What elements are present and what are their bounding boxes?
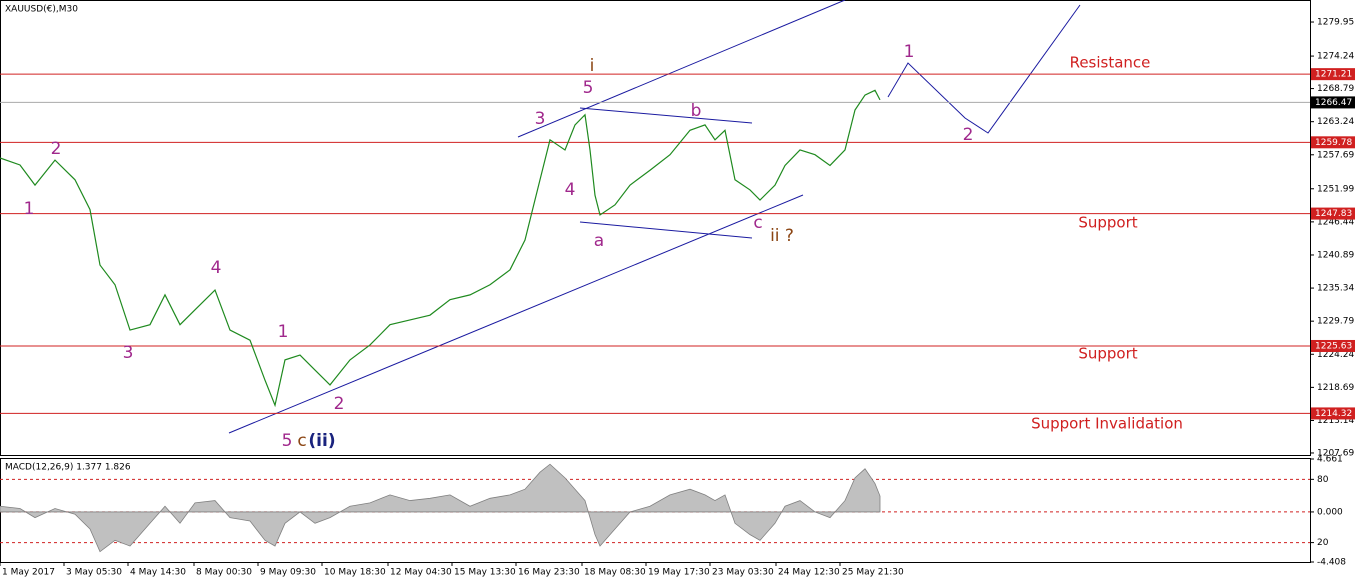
- price-line: [0, 89, 881, 408]
- annotation: 1: [278, 322, 289, 342]
- y-tick-label: -4.408: [1317, 558, 1346, 568]
- level-tag: [1311, 207, 1355, 220]
- x-tick-label: 24 May 12:30: [778, 568, 840, 578]
- annotation: Support Invalidation: [1031, 415, 1183, 433]
- chart-title: XAUUSD(€),M30: [5, 5, 78, 15]
- y-tick-label: 20: [1317, 538, 1329, 548]
- annotation: i: [590, 56, 595, 76]
- y-tick-label: 0.000: [1317, 507, 1343, 517]
- annotation: a: [594, 231, 604, 251]
- annotation: 5: [282, 431, 293, 451]
- level-tag: [1311, 407, 1355, 420]
- x-tick-label: 25 May 21:30: [842, 568, 904, 578]
- y-tick-label: 1279.95: [1317, 18, 1354, 28]
- level-tag: [1311, 136, 1355, 149]
- y-tick-label: 1240.89: [1317, 250, 1354, 260]
- annotation: 2: [963, 125, 974, 145]
- annotation: 4: [565, 180, 576, 200]
- y-tick-label: 1251.99: [1317, 184, 1354, 194]
- x-tick-label: 23 May 03:30: [712, 568, 774, 578]
- y-tick-label: 1224.24: [1317, 350, 1354, 360]
- projection: [887, 4, 1081, 134]
- level-label: 1225.63: [1315, 341, 1352, 351]
- annotation: 2: [51, 139, 62, 159]
- flag-top: [579, 107, 753, 124]
- x-tick-label: 9 May 09:30: [260, 568, 316, 578]
- annotation: Resistance: [1070, 54, 1151, 72]
- y-tick-label: 1246.44: [1317, 217, 1354, 227]
- macd-title: MACD(12,26,9) 1.377 1.826: [5, 463, 131, 473]
- y-tick-label: 1235.34: [1317, 284, 1354, 294]
- y-tick-label: 1257.69: [1317, 150, 1354, 160]
- channel-bottom: [228, 194, 804, 434]
- y-tick-label: 80: [1317, 475, 1329, 485]
- y-tick-label: 1274.24: [1317, 52, 1354, 62]
- x-tick-label: 16 May 23:30: [518, 568, 580, 578]
- y-tick-label: 1218.69: [1317, 383, 1354, 393]
- y-tick-label: 1229.79: [1317, 317, 1354, 327]
- x-tick-label: 19 May 17:30: [648, 568, 710, 578]
- annotation: b: [691, 101, 702, 121]
- price-frame: [0, 0, 1311, 456]
- x-tick-label: 10 May 18:30: [324, 568, 386, 578]
- level-label: 1247.83: [1315, 209, 1352, 219]
- channel-top: [517, 0, 846, 138]
- annotation: ii ?: [770, 226, 794, 246]
- x-tick-label: 15 May 13:30: [454, 568, 516, 578]
- x-tick-label: 4 May 14:30: [130, 568, 186, 578]
- annotation: 1: [24, 199, 35, 219]
- level-label: 1271.21: [1315, 70, 1352, 80]
- y-tick-label: 1268.79: [1317, 84, 1354, 94]
- annotation: 3: [123, 343, 134, 363]
- level-tag: [1311, 96, 1355, 109]
- y-tick-label: 1207.69: [1317, 448, 1354, 458]
- annotation: 3: [535, 109, 546, 129]
- flag-bottom: [579, 221, 753, 239]
- annotation: (ii): [308, 431, 335, 451]
- level-label: 1259.78: [1315, 138, 1352, 148]
- y-tick-label: 4.661: [1317, 455, 1343, 465]
- trendlines: [228, 0, 1081, 434]
- annotation: 4: [211, 258, 222, 278]
- macd-area: [0, 463, 881, 553]
- annotation: Support: [1078, 345, 1137, 363]
- x-tick-label: 3 May 05:30: [66, 568, 122, 578]
- x-tick-label: 8 May 00:30: [196, 568, 252, 578]
- annotation: 5: [583, 78, 594, 98]
- annotation: Support: [1078, 214, 1137, 232]
- x-tick-label: 12 May 04:30: [390, 568, 452, 578]
- annotation: c: [297, 431, 306, 451]
- x-tick-label: 18 May 08:30: [584, 568, 646, 578]
- level-tag: [1311, 339, 1355, 352]
- level-label: 1266.47: [1315, 98, 1352, 108]
- level-tag: [1311, 68, 1355, 81]
- y-tick-label: 1213.14: [1317, 416, 1354, 426]
- y-tick-label: 1263.24: [1317, 117, 1354, 127]
- annotation: c: [753, 213, 762, 233]
- level-label: 1214.32: [1315, 409, 1352, 419]
- annotation: 2: [334, 394, 345, 414]
- annotation: 1: [904, 42, 915, 62]
- x-tick-label: 1 May 2017: [2, 568, 55, 578]
